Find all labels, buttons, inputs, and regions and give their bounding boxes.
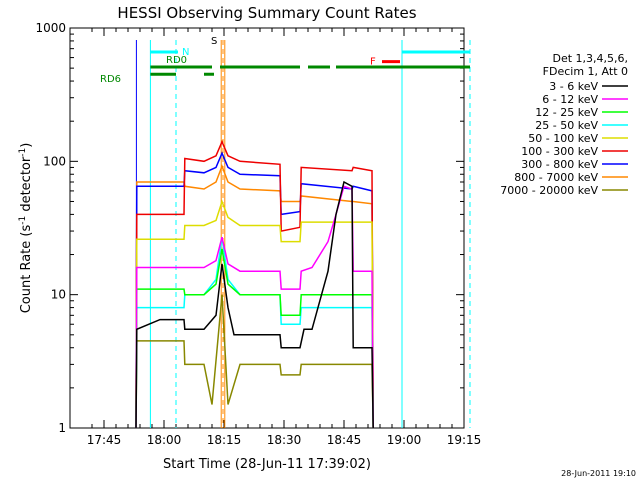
legend-label: 800 - 7000 keV [514, 171, 598, 184]
legend-label: 25 - 50 keV [535, 119, 598, 132]
y-axis-label: Count Rate (s-1 detector-1) [18, 143, 34, 314]
series-line [135, 180, 374, 429]
y-tick-label: 1 [58, 421, 66, 435]
legend-label: 50 - 100 keV [528, 132, 598, 145]
series-line [135, 185, 374, 429]
legend-header: FDecim 1, Att 0 [543, 65, 628, 78]
legend: Det 1,3,4,5,6,FDecim 1, Att 0 3 - 6 keV6 … [500, 52, 628, 197]
legend-label: 6 - 12 keV [542, 93, 598, 106]
series-line [135, 139, 374, 429]
legend-label: 100 - 300 keV [521, 145, 598, 158]
plot-frame [69, 27, 465, 429]
flag-label: RD6 [100, 74, 121, 85]
series-line [135, 199, 374, 429]
y-tick-label: 100 [43, 154, 66, 168]
x-tick-label: 17:45 [87, 433, 122, 447]
timestamp: 28-Jun-2011 19:10 [561, 469, 636, 478]
x-tick-label: 18:30 [267, 433, 302, 447]
chart-title: HESSI Observing Summary Count Rates [117, 4, 416, 22]
series-lines [135, 139, 374, 429]
series-line [135, 237, 374, 429]
y-tick-label: 10 [51, 288, 66, 302]
legend-label: 300 - 800 keV [521, 158, 598, 171]
legend-header: Det 1,3,4,5,6, [552, 52, 628, 65]
vertical-markers: S [135, 36, 471, 428]
marker-label: S [211, 36, 217, 47]
y-tick-label: 1000 [35, 21, 66, 35]
x-axis-label: Start Time (28-Jun-11 17:39:02) [163, 457, 371, 472]
x-tick-label: 18:45 [327, 433, 362, 447]
y-axis: 1 10 100 1000 [35, 21, 464, 435]
flag-label: RD0 [166, 55, 187, 66]
x-tick-label: 19:15 [447, 433, 482, 447]
flag-label: F [370, 57, 376, 68]
x-axis: 17:45 18:00 18:15 18:30 18:45 19:00 19:15 [87, 28, 482, 447]
legend-label: 12 - 25 keV [535, 106, 598, 119]
series-line [135, 248, 374, 429]
legend-label: 7000 - 20000 keV [500, 184, 598, 197]
x-tick-label: 18:00 [147, 433, 182, 447]
legend-label: 3 - 6 keV [549, 80, 598, 93]
x-tick-label: 19:00 [387, 433, 422, 447]
series-line [135, 294, 374, 429]
flag-label: N [182, 47, 189, 58]
series-line [135, 151, 374, 429]
x-tick-label: 18:15 [207, 433, 242, 447]
